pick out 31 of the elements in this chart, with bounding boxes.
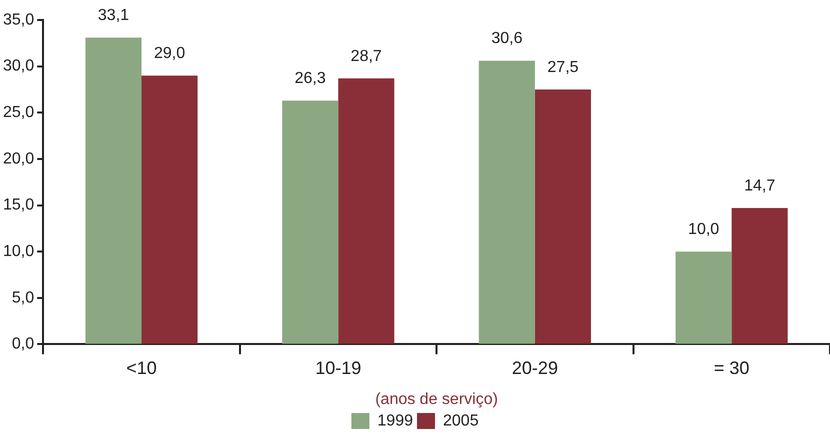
data-label: 10,0 bbox=[688, 220, 720, 238]
bar bbox=[338, 78, 394, 344]
data-label: 29,0 bbox=[154, 44, 186, 62]
x-tick-label: <10 bbox=[126, 358, 157, 378]
bar bbox=[142, 76, 198, 344]
y-tick-label: 5,0 bbox=[12, 289, 34, 306]
y-tick-label: 35,0 bbox=[3, 11, 34, 28]
x-axis-title: (anos de serviço) bbox=[375, 390, 498, 408]
x-tick-label: 20-29 bbox=[512, 358, 558, 378]
y-tick-label: 20,0 bbox=[3, 150, 34, 168]
y-tick-label: 30,0 bbox=[3, 58, 34, 75]
bar bbox=[85, 38, 142, 344]
y-tick-label: 25,0 bbox=[3, 104, 34, 122]
bar bbox=[478, 60, 535, 344]
data-label: 33,1 bbox=[98, 7, 130, 24]
data-label: 28,7 bbox=[350, 48, 382, 65]
y-tick-label: 15,0 bbox=[3, 196, 34, 214]
data-label: 26,3 bbox=[294, 70, 326, 87]
bar bbox=[732, 208, 788, 344]
data-label: 14,7 bbox=[744, 177, 776, 194]
legend-label: 2005 bbox=[443, 412, 479, 430]
y-tick-label: 0,0 bbox=[12, 336, 34, 353]
bar bbox=[282, 100, 338, 344]
y-tick-label: 10,0 bbox=[3, 242, 34, 260]
x-tick-label: = 30 bbox=[714, 358, 750, 378]
data-label: 27,5 bbox=[547, 58, 579, 76]
bar bbox=[676, 252, 732, 344]
bar bbox=[534, 89, 591, 344]
legend-label: 1999 bbox=[377, 412, 414, 430]
x-tick-label: 10-19 bbox=[315, 358, 362, 378]
data-label: 30,6 bbox=[491, 30, 523, 48]
